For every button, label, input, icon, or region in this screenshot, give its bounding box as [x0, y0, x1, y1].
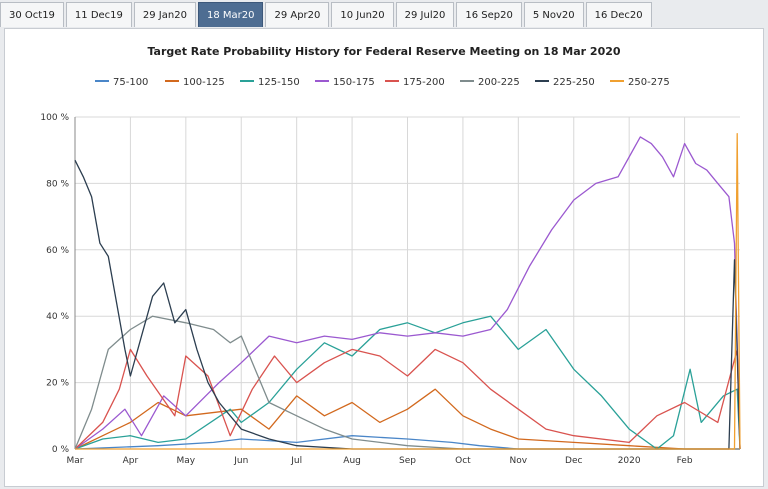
legend-label-250-275: 250-275 [628, 77, 670, 88]
legend-label-200-225: 200-225 [478, 77, 520, 88]
y-tick-label: 40 % [46, 312, 69, 322]
x-tick-label: Oct [455, 456, 471, 466]
x-tick-label: Jun [233, 456, 248, 466]
probability-chart: Target Rate Probability History for Fede… [40, 45, 741, 466]
y-tick-label: 20 % [46, 379, 69, 389]
legend-label-100-125: 100-125 [183, 77, 225, 88]
x-tick-label: May [177, 456, 196, 466]
legend-label-125-150: 125-150 [258, 77, 300, 88]
tab-10-jun20[interactable]: 10 Jun20 [331, 2, 394, 27]
legend-label-225-250: 225-250 [553, 77, 595, 88]
x-tick-label: Nov [510, 456, 528, 466]
tab-11-dec19[interactable]: 11 Dec19 [65, 2, 132, 27]
tab-29-jan20[interactable]: 29 Jan20 [133, 2, 196, 27]
x-tick-label: Dec [565, 456, 582, 466]
legend-label-75-100: 75-100 [113, 77, 148, 88]
series-line-250-275 [75, 132, 741, 450]
tab-29-apr20[interactable]: 29 Apr20 [265, 2, 330, 27]
y-tick-label: 0 % [52, 445, 70, 455]
y-tick-label: 100 % [40, 113, 69, 123]
y-tick-label: 80 % [46, 179, 69, 189]
tab-30-oct19[interactable]: 30 Oct19 [0, 2, 64, 27]
series-line-125-150 [74, 315, 741, 450]
tab-16-dec20[interactable]: 16 Dec20 [585, 2, 652, 27]
x-tick-label: Aug [343, 456, 361, 466]
chart-panel: Target Rate Probability History for Fede… [4, 28, 764, 487]
x-tick-label: Feb [677, 456, 693, 466]
x-tick-label: 2020 [618, 456, 641, 466]
x-tick-label: Mar [67, 456, 84, 466]
series-line-225-250 [74, 159, 741, 450]
y-tick-label: 60 % [46, 246, 69, 256]
meeting-tabs: 30 Oct19 11 Dec19 29 Jan20 18 Mar20 29 Apr20… [0, 0, 654, 27]
legend-label-150-175: 150-175 [333, 77, 375, 88]
x-tick-label: Apr [123, 456, 139, 466]
series-line-175-200 [74, 348, 741, 450]
legend-label-175-200: 175-200 [403, 77, 445, 88]
tab-18-mar20[interactable]: 18 Mar20 [197, 2, 264, 27]
chart-title: Target Rate Probability History for Fede… [147, 45, 620, 58]
x-tick-label: Sep [399, 456, 416, 466]
series-line-75-100 [74, 435, 740, 450]
tab-5-nov20[interactable]: 5 Nov20 [523, 2, 584, 27]
series-line-150-175 [74, 136, 741, 450]
x-tick-label: Jul [290, 456, 302, 466]
tab-29-jul20[interactable]: 29 Jul20 [395, 2, 455, 27]
tab-16-sep20[interactable]: 16 Sep20 [456, 2, 522, 27]
series-line-200-225 [74, 315, 740, 450]
series-line-100-125 [74, 388, 740, 450]
